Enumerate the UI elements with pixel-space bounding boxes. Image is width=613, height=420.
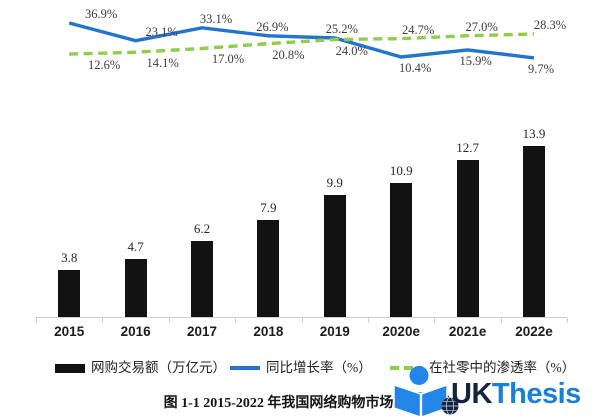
bar-value-label: 4.7 [127, 239, 144, 255]
bar-value-label: 3.8 [61, 250, 78, 266]
axis-tick [301, 318, 303, 323]
legend-item-bar: 网购交易额（万亿元） [55, 360, 226, 376]
bar-value-label: 7.9 [260, 199, 277, 215]
line-series [68, 21, 535, 60]
line-chart [68, 21, 535, 60]
bar-value-label: 13.9 [522, 125, 546, 141]
watermark-brand-thesis: Thesis [491, 378, 581, 410]
bar [124, 259, 147, 317]
line-value-label: 24.7% [402, 22, 435, 37]
legend-swatch-dashed-line [390, 366, 423, 370]
x-axis-label: 2017 [186, 324, 218, 339]
bar [523, 145, 545, 317]
bar [191, 240, 213, 317]
line-value-label: 10.4% [399, 60, 432, 75]
axis-tick [567, 318, 569, 323]
bar-value-label: 10.9 [389, 162, 413, 178]
line-value-label: 14.1% [146, 56, 179, 71]
watermark-brand: UKThesis [451, 379, 581, 409]
legend-item-growth: 同比增长率（%） [230, 360, 372, 376]
axis-tick [434, 318, 436, 323]
line-value-label: 33.1% [199, 11, 233, 26]
line-value-label: 28.3% [533, 17, 567, 32]
bar-value-label: 12.7 [456, 140, 479, 156]
axis-tick [368, 318, 369, 323]
figure-caption: 图 1-1 2015-2022 年我国网络购物市场交易规模 [163, 396, 450, 411]
bar [390, 182, 413, 317]
line-value-label: 17.0% [211, 52, 245, 67]
line-value-label: 12.6% [88, 58, 121, 73]
x-axis-line [36, 317, 568, 318]
legend-label-bar: 网购交易额（万亿元） [91, 360, 226, 375]
x-axis-label: 2021e [448, 324, 487, 339]
x-axis-label: 2022e [515, 324, 553, 339]
axis-tick [36, 318, 37, 323]
bar [456, 160, 479, 317]
bar [257, 219, 280, 317]
bar [323, 194, 346, 317]
legend: 网购交易额（万亿元） 同比增长率（%） 在社零中的渗透率（%） [0, 360, 613, 378]
x-axis-label: 2019 [319, 324, 350, 339]
legend-label-penetration: 在社零中的渗透率（%） [429, 360, 576, 375]
watermark-brand-uk: UK [451, 378, 492, 410]
axis-tick [500, 318, 502, 323]
legend-item-penetration: 在社零中的渗透率（%） [390, 360, 575, 376]
axis-tick [102, 318, 104, 323]
x-axis-label: 2020e [382, 324, 420, 339]
bar [58, 270, 81, 317]
legend-label-growth: 同比增长率（%） [266, 360, 372, 375]
line-value-label: 26.9% [256, 19, 289, 34]
ukthesis-watermark: UKThesis [393, 364, 613, 420]
line-series [69, 32, 535, 56]
line-value-label: 9.7% [527, 61, 555, 76]
line-value-label: 20.8% [272, 47, 305, 62]
line-value-label: 24.0% [335, 43, 368, 58]
x-axis-label: 2015 [54, 324, 85, 339]
x-axis-label: 2016 [120, 324, 151, 339]
legend-swatch-bar [55, 363, 85, 373]
bar-value-label: 9.9 [326, 174, 343, 190]
x-axis-label: 2018 [253, 324, 284, 339]
axis-tick [168, 318, 170, 323]
bar-value-label: 6.2 [193, 220, 211, 236]
ukthesis-logo-icon [393, 366, 459, 418]
line-value-label: 27.0% [465, 19, 498, 34]
line-value-label: 25.2% [325, 21, 358, 36]
axis-tick [235, 318, 237, 323]
line-value-label: 36.9% [85, 6, 118, 21]
legend-swatch-line [230, 366, 260, 370]
line-value-label: 15.9% [459, 53, 492, 68]
line-value-label: 23.1% [145, 24, 178, 39]
